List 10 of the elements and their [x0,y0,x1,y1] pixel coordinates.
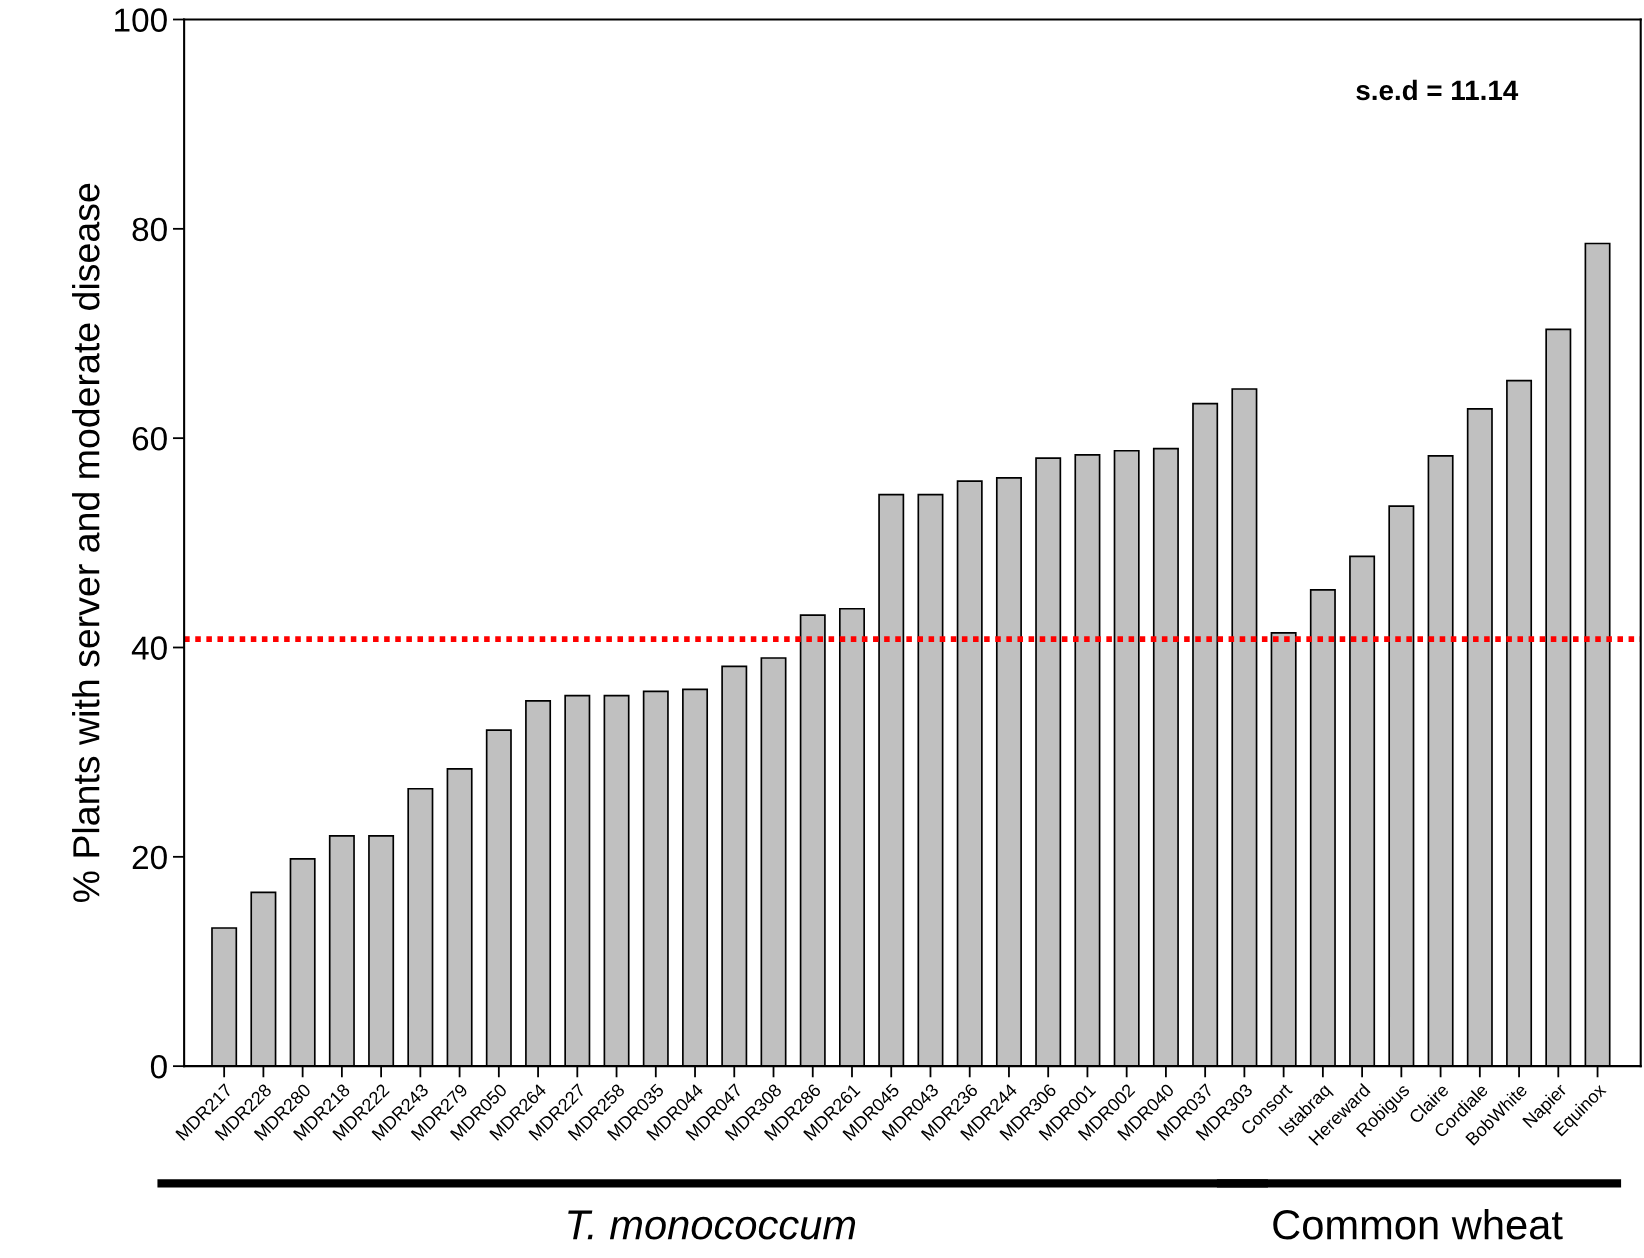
y-tick-label: 100 [115,8,167,32]
y-tick-label: 60 [132,426,167,451]
y-tick-label: 0 [150,1054,167,1079]
text: T. monococcum [568,1210,856,1240]
annotation: s.e.d = 11.14 [1356,79,1519,101]
text: Common wheat [1273,1208,1563,1240]
y-axis-title: % Plants with server and moderate disease [72,183,100,903]
y-tick-label: 40 [131,636,167,660]
y-tick-label: 20 [132,845,167,870]
y-tick-label: 80 [132,217,167,242]
